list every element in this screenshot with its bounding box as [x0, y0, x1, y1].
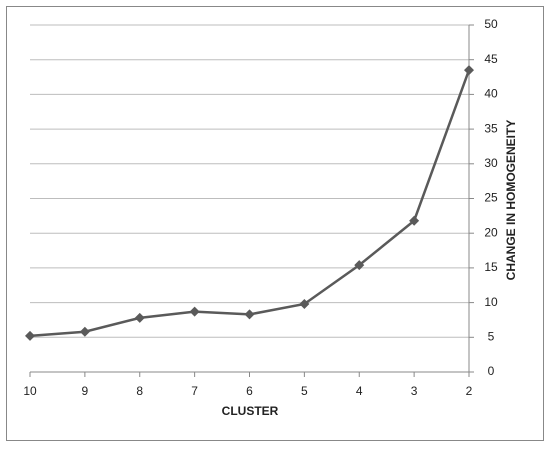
data-point: [409, 215, 420, 226]
y-tick-label: 20: [484, 225, 498, 239]
data-point: [134, 312, 145, 323]
data-point: [79, 326, 90, 337]
x-tick-label: 2: [466, 384, 473, 398]
data-point: [25, 330, 35, 341]
x-tick-label: 5: [301, 384, 308, 398]
chart-border: [6, 6, 544, 441]
x-tick-label: 4: [356, 384, 363, 398]
y-tick-label: 35: [484, 121, 498, 135]
y-tick-label: 50: [484, 17, 498, 31]
y-tick-label: 15: [484, 260, 498, 274]
y-tick-label: 45: [484, 52, 498, 66]
y-tick-label: 5: [488, 329, 495, 343]
x-tick-label: 7: [191, 384, 198, 398]
data-point: [464, 65, 474, 76]
x-tick-label: 8: [136, 384, 143, 398]
data-point: [244, 309, 255, 320]
data-point: [189, 306, 200, 317]
x-tick-label: 6: [246, 384, 253, 398]
data-point: [354, 260, 365, 271]
data-point: [299, 298, 310, 309]
y-tick-label: 0: [488, 364, 495, 378]
y-tick-label: 25: [484, 191, 498, 205]
x-tick-label: 3: [411, 384, 418, 398]
x-tick-label: 9: [82, 384, 89, 398]
y-tick-label: 10: [484, 295, 498, 309]
y-axis-title: CHANGE IN HOMOGENEITY: [504, 120, 518, 281]
y-tick-label: 40: [484, 87, 498, 101]
y-tick-label: 30: [484, 156, 498, 170]
x-axis-title: CLUSTER: [222, 404, 279, 418]
x-tick-label: 10: [23, 384, 37, 398]
